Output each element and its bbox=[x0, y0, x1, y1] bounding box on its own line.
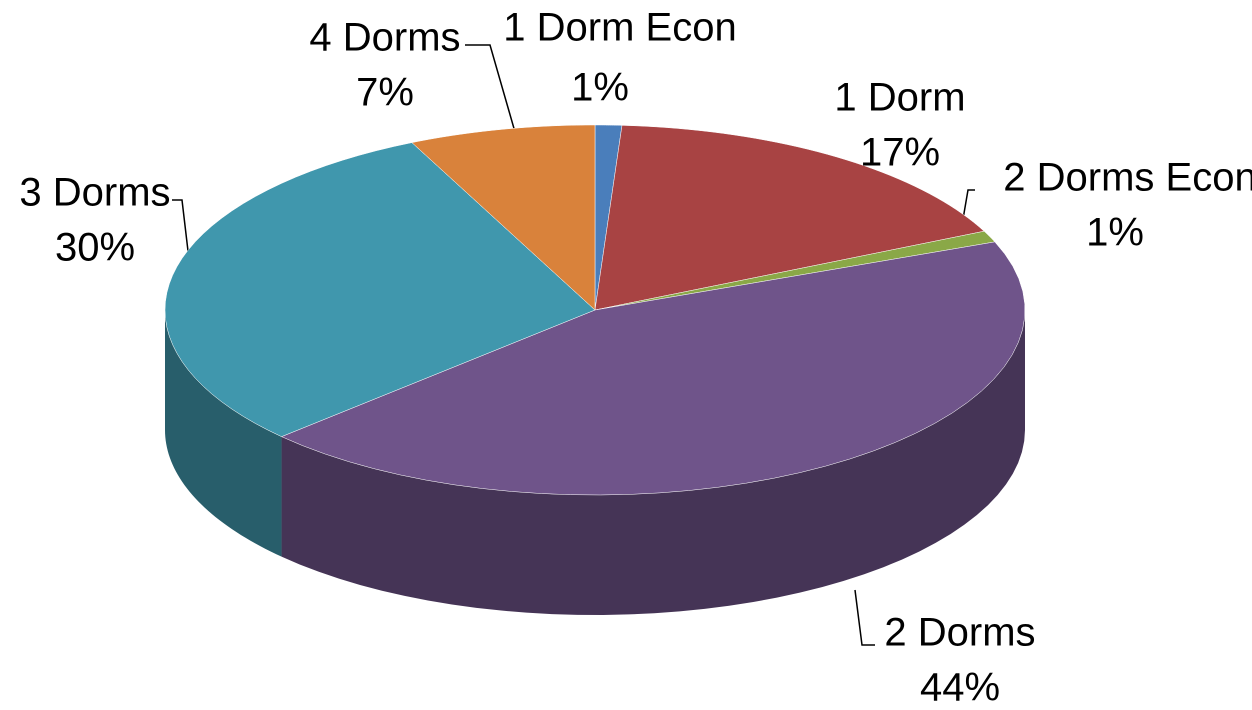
slice bbox=[594, 230, 996, 311]
slice-label: 3 Dorms bbox=[19, 171, 170, 215]
slice-label: 1 Dorm bbox=[834, 76, 965, 120]
slice-value-label: 7% bbox=[356, 71, 414, 115]
slice bbox=[164, 142, 596, 437]
slice-value-label: 30% bbox=[55, 226, 135, 270]
slice-label: 4 Dorms bbox=[309, 16, 460, 60]
slice-value-label: 1% bbox=[571, 66, 629, 110]
slice-label: 2 Dorms Econ bbox=[1003, 156, 1252, 200]
leader-line bbox=[961, 189, 975, 226]
slice bbox=[594, 125, 985, 311]
slice bbox=[280, 241, 1026, 496]
slice-side bbox=[165, 310, 282, 557]
slice-label: 1 Dorm Econ bbox=[503, 6, 736, 50]
leader-line bbox=[172, 199, 191, 269]
slice-label: 2 Dorms bbox=[884, 611, 1035, 655]
slice-value-label: 44% bbox=[920, 666, 1000, 710]
slice-side bbox=[281, 310, 1026, 615]
slice-value-label: 17% bbox=[860, 131, 940, 175]
leader-line bbox=[465, 44, 516, 133]
slice bbox=[411, 124, 596, 311]
slice-value-label: 1% bbox=[1086, 211, 1144, 255]
leader-line bbox=[854, 589, 875, 646]
leader-lines bbox=[172, 44, 975, 646]
